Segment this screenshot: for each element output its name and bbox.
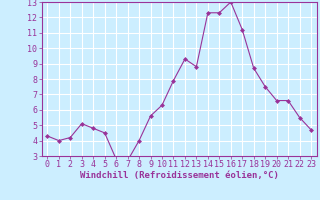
X-axis label: Windchill (Refroidissement éolien,°C): Windchill (Refroidissement éolien,°C) — [80, 171, 279, 180]
